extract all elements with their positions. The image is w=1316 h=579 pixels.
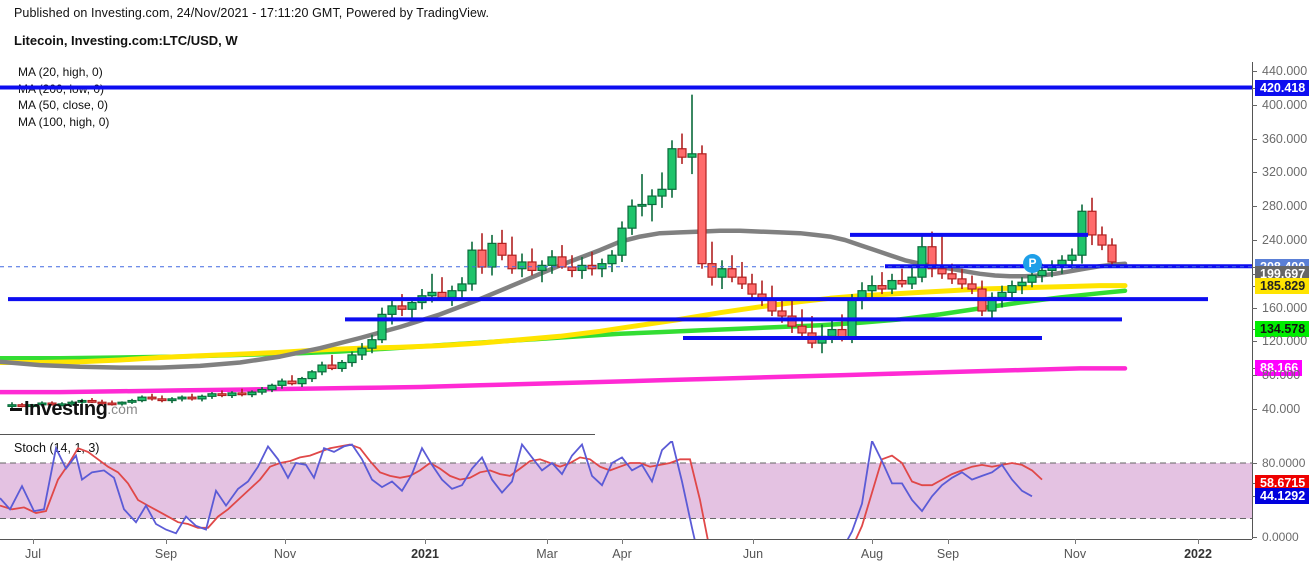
stoch-tag: 44.1292 bbox=[1255, 488, 1310, 505]
price-axis-label: 240.000 bbox=[1262, 233, 1308, 247]
price-tick bbox=[1252, 409, 1257, 410]
time-axis-label: Sep bbox=[154, 547, 178, 561]
price-tag: 134.578 bbox=[1255, 321, 1310, 338]
time-axis-line bbox=[0, 539, 1252, 540]
price-tick bbox=[1252, 341, 1257, 343]
price-tick bbox=[1252, 240, 1257, 241]
time-axis-label: Jul bbox=[25, 547, 41, 561]
price-tag: 420.418 bbox=[1255, 79, 1310, 96]
price-tick bbox=[1252, 206, 1257, 208]
time-tick bbox=[1075, 539, 1076, 544]
time-tick bbox=[285, 539, 286, 544]
publish-caption: Published on Investing.com, 24/Nov/2021 … bbox=[14, 6, 490, 20]
ma-legend-item-50[interactable]: MA (50, close, 0) bbox=[18, 98, 109, 112]
price-axis-line bbox=[1252, 62, 1253, 479]
stoch-axis-label: 0.0000 bbox=[1262, 530, 1299, 544]
stoch-tick bbox=[1252, 537, 1257, 538]
price-axis-label: 440.000 bbox=[1262, 64, 1308, 78]
price-tick bbox=[1252, 368, 1257, 370]
ma-line-2 bbox=[0, 228, 1128, 370]
price-tick bbox=[1252, 329, 1257, 331]
time-tick bbox=[872, 539, 873, 544]
time-axis-label: 2021 bbox=[411, 547, 439, 561]
time-tick bbox=[622, 539, 623, 544]
price-tag: 185.829 bbox=[1255, 277, 1310, 294]
time-axis-label: Nov bbox=[1063, 547, 1087, 561]
time-tick bbox=[547, 539, 548, 544]
stoch-band bbox=[0, 463, 1252, 519]
price-axis-label: 360.000 bbox=[1262, 131, 1308, 146]
stoch-tick bbox=[1252, 496, 1257, 498]
panel-separator bbox=[0, 434, 595, 435]
symbol-title: Litecoin, Investing.com:LTC/USD, W bbox=[14, 33, 238, 48]
ma-legend-item-20[interactable]: MA (20, high, 0) bbox=[18, 65, 103, 79]
price-axis-label: 280.000 bbox=[1262, 199, 1308, 214]
price-tick bbox=[1252, 104, 1257, 106]
price-tick bbox=[1252, 172, 1257, 174]
watermark-suffix: .com bbox=[107, 401, 138, 417]
price-tag: 88.166 bbox=[1255, 360, 1303, 377]
time-tick bbox=[1198, 539, 1199, 544]
time-axis-label: Mar bbox=[536, 547, 558, 561]
price-tick bbox=[1252, 138, 1257, 140]
time-axis-label: Jun bbox=[742, 547, 764, 561]
time-tick bbox=[753, 539, 754, 544]
time-tick bbox=[166, 539, 167, 544]
price-axis-label: 160.000 bbox=[1262, 300, 1308, 315]
price-axis-label: 400.000 bbox=[1262, 97, 1308, 112]
ma-line-1 bbox=[0, 366, 1128, 395]
price-axis-label: 80.000 bbox=[1262, 368, 1301, 383]
time-axis-label: Aug bbox=[860, 547, 884, 561]
investing-watermark: Investing .com bbox=[10, 398, 138, 420]
price-axis-label: 320.000 bbox=[1262, 165, 1308, 180]
ma-legend-item-100[interactable]: MA (100, high, 0) bbox=[18, 114, 110, 129]
stoch-d-line bbox=[0, 443, 1043, 539]
time-tick bbox=[33, 539, 34, 544]
time-tick bbox=[948, 539, 949, 544]
time-axis-label: Sep bbox=[936, 547, 960, 561]
price-tick bbox=[1252, 266, 1257, 268]
ma-line-0 bbox=[0, 283, 1128, 365]
watermark-dash bbox=[10, 407, 22, 411]
watermark-brand: Investing bbox=[24, 397, 108, 420]
candlestick-series bbox=[7, 94, 1117, 409]
price-tick bbox=[1252, 285, 1257, 287]
p-marker[interactable]: P bbox=[1023, 254, 1042, 274]
stoch-tick bbox=[1252, 463, 1257, 464]
price-axis-label: 40.000 bbox=[1262, 402, 1301, 416]
stoch-tag: 58.6715 bbox=[1255, 474, 1310, 491]
price-tick bbox=[1252, 307, 1257, 309]
price-axis-label: 120.000 bbox=[1262, 334, 1308, 349]
price-tick bbox=[1252, 87, 1257, 89]
stoch-axis-label: 80.0000 bbox=[1262, 456, 1306, 470]
stoch-k-line bbox=[0, 441, 1033, 539]
stoch-axis-line bbox=[1252, 440, 1253, 539]
time-tick bbox=[425, 539, 426, 544]
price-tick bbox=[1252, 375, 1257, 377]
price-tick bbox=[1252, 273, 1257, 275]
price-tick bbox=[1252, 71, 1257, 72]
stoch-tick bbox=[1252, 482, 1257, 484]
time-axis-label: 2022 bbox=[1184, 547, 1212, 561]
time-axis-label: Apr bbox=[612, 547, 632, 561]
time-axis-label: Nov bbox=[273, 547, 297, 561]
